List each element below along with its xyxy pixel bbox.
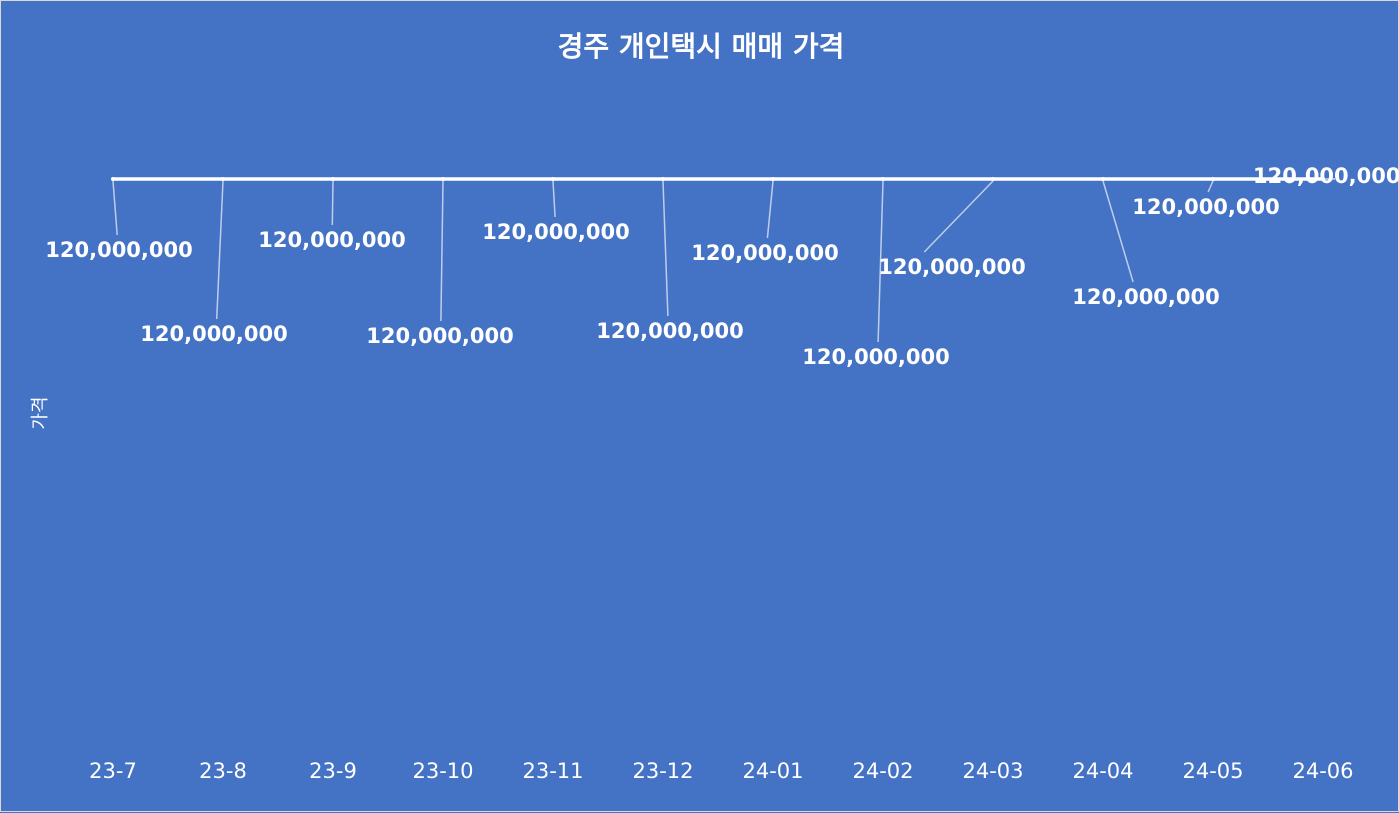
data-labels: 120,000,000 120,000,000 120,000,000 120,000… xyxy=(45,164,1399,369)
data-label: 120,000,000 xyxy=(1132,195,1279,219)
x-tick-label: 24-02 xyxy=(852,759,913,783)
leader-lines xyxy=(112,178,1335,343)
leader-line xyxy=(766,180,774,239)
leader-line xyxy=(877,180,884,343)
data-point xyxy=(661,177,665,181)
y-axis-label: 가격 xyxy=(30,396,51,429)
data-point xyxy=(111,177,115,181)
data-point xyxy=(1321,177,1325,181)
data-label: 120,000,000 xyxy=(802,345,949,369)
leader-line xyxy=(1102,180,1134,283)
data-point xyxy=(331,177,335,181)
chart-title: 경주 개인택시 매매 가격 xyxy=(558,30,845,63)
data-point xyxy=(221,177,225,181)
data-label: 120,000,000 xyxy=(366,324,513,348)
x-axis-ticks: 23-7 23-8 23-9 23-10 23-11 23-12 24-01 24-02 24-… xyxy=(89,759,1353,783)
data-label: 120,000,000 xyxy=(596,319,743,343)
x-tick-label: 24-03 xyxy=(962,759,1023,783)
x-tick-label: 24-04 xyxy=(1072,759,1133,783)
data-point xyxy=(1211,177,1215,181)
data-label: 120,000,000 xyxy=(45,238,192,262)
leader-line xyxy=(331,180,334,226)
x-tick-label: 23-7 xyxy=(89,759,137,783)
data-label: 120,000,000 xyxy=(1072,285,1219,309)
x-tick-label: 23-9 xyxy=(309,759,357,783)
leader-line xyxy=(662,180,669,317)
data-point xyxy=(881,177,885,181)
data-point xyxy=(771,177,775,181)
leader-line xyxy=(552,180,556,218)
x-tick-label: 24-06 xyxy=(1292,759,1353,783)
drop-lines xyxy=(112,201,1324,741)
x-tick-label: 23-12 xyxy=(632,759,693,783)
data-point xyxy=(551,177,555,181)
data-label: 120,000,000 xyxy=(1253,164,1399,188)
data-label: 120,000,000 xyxy=(878,255,1025,279)
x-tick-label: 23-11 xyxy=(522,759,583,783)
data-point xyxy=(441,177,445,181)
data-label: 120,000,000 xyxy=(482,220,629,244)
leader-line xyxy=(112,180,118,236)
leader-line xyxy=(215,180,224,320)
data-label: 120,000,000 xyxy=(691,241,838,265)
x-tick-label: 23-10 xyxy=(412,759,473,783)
data-point xyxy=(1101,177,1105,181)
x-tick-label: 24-01 xyxy=(742,759,803,783)
data-point xyxy=(991,177,995,181)
x-tick-label: 24-05 xyxy=(1182,759,1243,783)
x-tick-label: 23-8 xyxy=(199,759,247,783)
leader-line xyxy=(923,180,994,253)
leader-line xyxy=(440,180,444,322)
leader-line xyxy=(1207,180,1214,193)
series-line xyxy=(111,177,1325,181)
data-label: 120,000,000 xyxy=(258,228,405,252)
data-label: 120,000,000 xyxy=(140,322,287,346)
